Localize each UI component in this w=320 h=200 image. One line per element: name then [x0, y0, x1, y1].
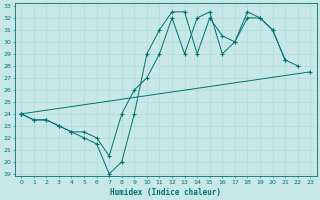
X-axis label: Humidex (Indice chaleur): Humidex (Indice chaleur) — [110, 188, 221, 197]
